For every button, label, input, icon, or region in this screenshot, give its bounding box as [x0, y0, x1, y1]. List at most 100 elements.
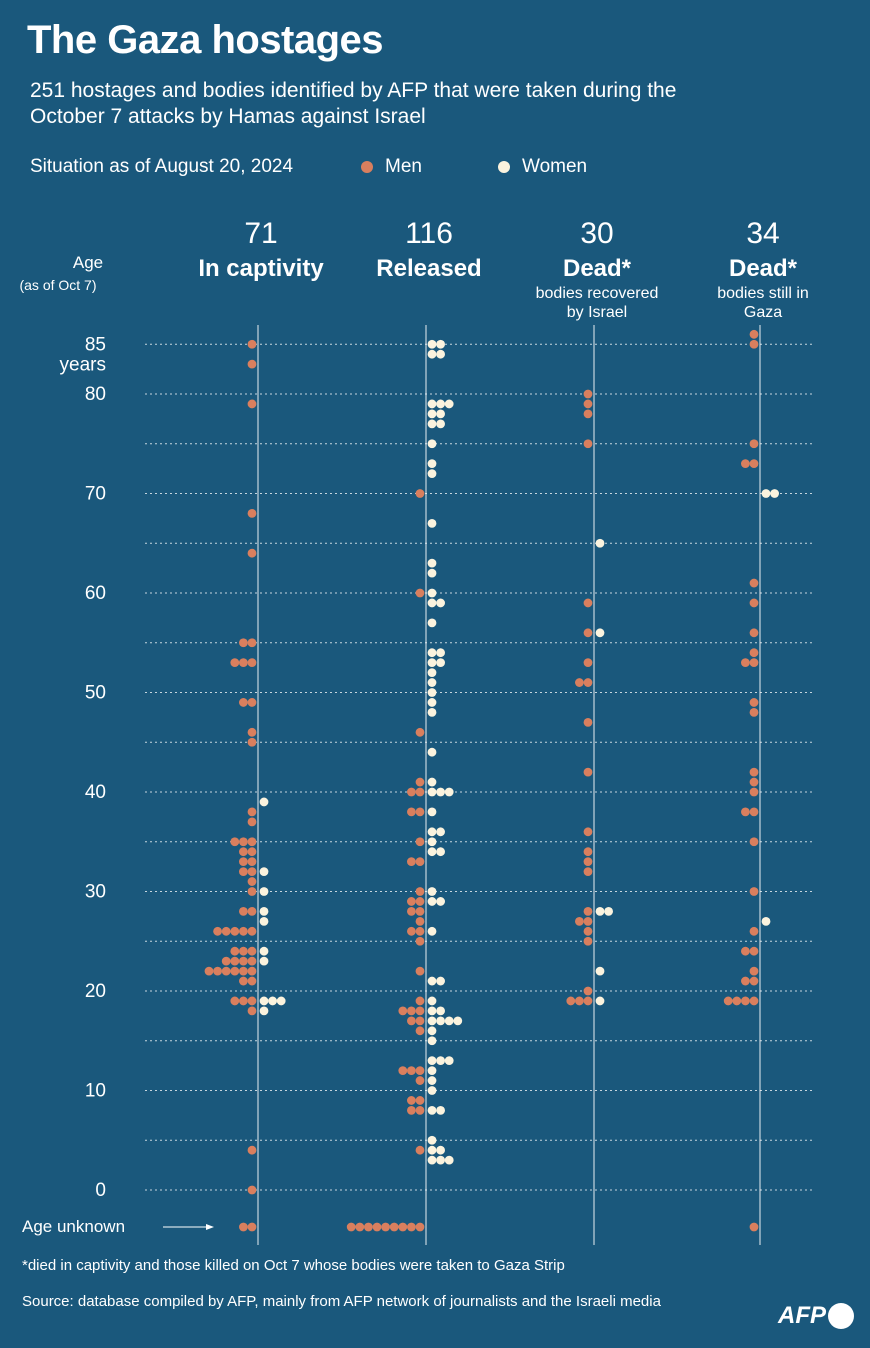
men-dot [407, 857, 416, 867]
women-dot [427, 568, 437, 578]
men-dot [749, 777, 759, 787]
women-dot [444, 1016, 454, 1026]
afp-logo: AFP [778, 1302, 854, 1330]
women-dot [444, 399, 454, 409]
women-dot [427, 618, 437, 628]
y-tick-label: 85 [85, 334, 106, 355]
men-dot [247, 638, 257, 648]
women-dot [427, 1145, 437, 1155]
women-dot [427, 399, 437, 409]
men-dot [415, 907, 425, 916]
age-unknown-arrow-head [206, 1224, 214, 1230]
men-dot [415, 1016, 425, 1026]
men-dot [239, 658, 248, 668]
legend-men-label: Men [385, 156, 422, 177]
women-dot [427, 777, 437, 787]
y-tick-label: 0 [95, 1180, 106, 1201]
men-dot [407, 1066, 416, 1075]
women-dot [444, 1056, 454, 1066]
men-dot [415, 588, 425, 598]
column-title: Dead* [563, 255, 632, 282]
women-dot [595, 538, 605, 548]
men-dot [583, 658, 593, 668]
men-dot [741, 658, 750, 668]
men-dot [407, 926, 416, 936]
men-dot [415, 837, 425, 847]
y-tick-label: 50 [85, 683, 106, 704]
women-dot [604, 907, 613, 916]
column-count: 34 [746, 217, 779, 250]
men-dot [230, 946, 240, 956]
men-dot [575, 916, 584, 926]
men-dot [749, 837, 759, 847]
afp-logo-text: AFP [778, 1302, 826, 1329]
column-count: 116 [405, 217, 453, 250]
women-dot [436, 648, 445, 658]
women-dot [436, 1016, 445, 1026]
men-dot [247, 548, 257, 558]
men-dot [749, 648, 759, 658]
women-dot [259, 867, 269, 876]
men-dot-unknown-age [355, 1222, 365, 1232]
men-dot [230, 966, 240, 976]
men-dot [247, 907, 257, 916]
women-dot [427, 747, 437, 757]
women-dot [427, 897, 437, 906]
men-dot [230, 837, 240, 847]
men-dot [749, 439, 759, 449]
y-axis-subtitle: (as of Oct 7) [19, 277, 96, 293]
men-dot [204, 966, 214, 976]
men-dot [239, 946, 248, 956]
men-dot-unknown-age [346, 1222, 356, 1232]
women-dot [427, 1106, 437, 1115]
men-dot [415, 1106, 425, 1115]
women-dot [436, 598, 445, 608]
men-dot [583, 827, 593, 837]
men-dot [415, 489, 425, 498]
men-dot [415, 966, 425, 976]
women-dot [436, 658, 445, 668]
men-dot [407, 907, 416, 916]
y-axis-title: Age [73, 253, 103, 272]
men-dot [247, 946, 257, 956]
women-dot [259, 956, 269, 966]
women-dot [427, 1016, 437, 1026]
men-dot [583, 986, 593, 996]
column-headers: 71 In captivity 116 Released 30 Dead* bodies r… [198, 217, 808, 321]
women-dot [595, 996, 605, 1006]
men-dot [583, 717, 593, 727]
women-dot [595, 628, 605, 638]
men-dot-unknown-age [372, 1222, 382, 1232]
men-dot [583, 389, 593, 399]
women-dot [427, 518, 437, 528]
afp-logo-circle [828, 1303, 854, 1329]
men-dot [749, 807, 759, 817]
men-dot [247, 359, 257, 369]
y-tick-label: 60 [85, 583, 106, 604]
men-dot [247, 698, 257, 707]
women-dot [436, 339, 445, 349]
women-dot [436, 1145, 445, 1155]
men-dot [741, 459, 750, 469]
men-dot [749, 887, 759, 896]
footnote: *died in captivity and those killed on O… [22, 1257, 565, 1274]
women-dot [436, 349, 445, 359]
men-dot [407, 1106, 416, 1115]
men-dot [749, 339, 759, 349]
men-dot [230, 996, 240, 1006]
men-dot-unknown-age [389, 1222, 399, 1232]
men-dot [749, 946, 759, 956]
men-dot [415, 727, 425, 737]
column-subtitle: by Israel [567, 304, 627, 321]
women-dot [453, 1016, 463, 1026]
women-dot [427, 708, 437, 717]
column-subtitle: bodies still in [717, 285, 809, 302]
men-dot [583, 996, 593, 1006]
men-dot [239, 907, 248, 916]
men-dot [247, 956, 257, 966]
women-dot [427, 996, 437, 1006]
y-tick-label: 80 [85, 384, 106, 405]
men-dot [415, 1096, 425, 1105]
men-dot [247, 1145, 257, 1155]
men-dot [407, 1016, 416, 1026]
